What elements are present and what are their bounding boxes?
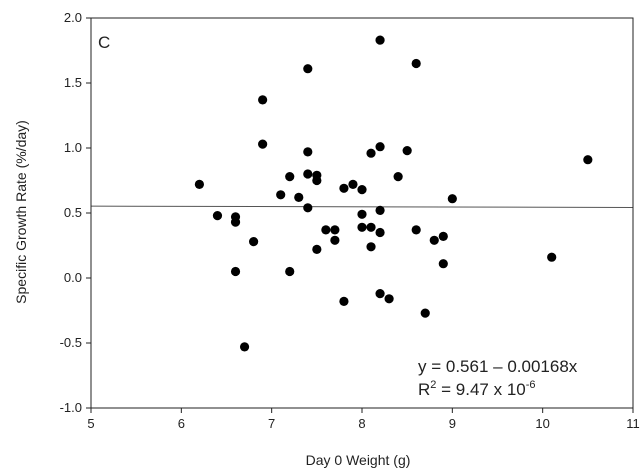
data-point xyxy=(258,139,268,149)
y-axis-title: Specific Growth Rate (%/day) xyxy=(13,120,29,304)
data-point xyxy=(212,211,223,221)
panel-label: C xyxy=(98,33,110,52)
data-point xyxy=(357,222,367,232)
plot-frame xyxy=(90,17,634,409)
data-point xyxy=(357,185,367,195)
r2-exponent: -6 xyxy=(526,379,536,391)
data-point xyxy=(366,148,376,158)
regression-equation: y = 0.561 – 0.00168x xyxy=(418,357,578,376)
y-tick-label: 0.5 xyxy=(64,205,82,220)
y-tick-label: -0.5 xyxy=(60,335,82,350)
y-tick-label: 1.5 xyxy=(64,75,82,90)
data-point xyxy=(303,64,313,74)
data-point xyxy=(303,147,313,157)
data-point xyxy=(402,146,412,156)
r2-prefix: R xyxy=(418,380,430,399)
data-point xyxy=(312,244,322,254)
data-point xyxy=(230,266,241,277)
data-point xyxy=(357,209,367,219)
x-tick-label: 8 xyxy=(358,416,365,431)
data-point xyxy=(321,225,331,235)
data-point xyxy=(393,172,403,182)
data-point xyxy=(330,235,340,245)
x-tick-label: 7 xyxy=(268,416,275,431)
y-tick-label: 0.0 xyxy=(64,270,82,285)
r2-superscript: 2 xyxy=(430,379,436,391)
x-tick-label: 10 xyxy=(535,416,549,431)
data-point xyxy=(429,235,439,245)
data-point xyxy=(276,190,286,200)
data-point xyxy=(312,175,322,186)
x-tick-label: 9 xyxy=(449,416,456,431)
data-point xyxy=(330,225,340,235)
x-tick-label: 11 xyxy=(626,416,640,431)
r2-value: = 9.47 x 10 xyxy=(436,380,525,399)
data-point xyxy=(285,172,295,182)
y-tick-label: -1.0 xyxy=(60,400,82,415)
points-layer xyxy=(194,35,593,352)
x-tick-label: 5 xyxy=(87,416,94,431)
x-tick-label: 6 xyxy=(178,416,185,431)
data-point xyxy=(411,225,421,235)
data-point xyxy=(583,155,593,165)
y-tick-label: 2.0 xyxy=(64,10,82,25)
data-point xyxy=(366,242,376,252)
data-point xyxy=(366,222,376,232)
data-point xyxy=(384,294,394,304)
data-point xyxy=(339,296,349,306)
data-point xyxy=(348,179,358,189)
data-point xyxy=(447,194,457,204)
data-point xyxy=(249,237,259,247)
data-point xyxy=(294,192,304,202)
y-tick-label: 1.0 xyxy=(64,140,82,155)
x-axis-title: Day 0 Weight (g) xyxy=(306,452,411,468)
data-point xyxy=(375,227,385,238)
data-point xyxy=(375,142,385,152)
data-point xyxy=(547,252,557,262)
data-point xyxy=(339,183,349,193)
data-point xyxy=(285,266,295,277)
data-point xyxy=(230,217,241,227)
ticks-layer: 5 6 7 8 9 10 11 -1.0 -0.5 0.0 0.5 1.0 1.5 2.0 xyxy=(60,10,640,431)
data-point xyxy=(239,342,250,352)
data-point xyxy=(194,179,204,189)
data-point xyxy=(438,231,448,241)
r-squared-text: R2 = 9.47 x 10-6 xyxy=(418,379,536,399)
data-point xyxy=(411,58,421,69)
data-point xyxy=(258,95,268,105)
data-point xyxy=(303,203,313,213)
data-point xyxy=(375,205,385,215)
data-point xyxy=(303,169,313,179)
data-point xyxy=(375,35,385,45)
data-point xyxy=(438,259,448,269)
regression-line xyxy=(90,205,634,208)
data-point xyxy=(420,308,430,318)
data-point xyxy=(375,289,385,299)
